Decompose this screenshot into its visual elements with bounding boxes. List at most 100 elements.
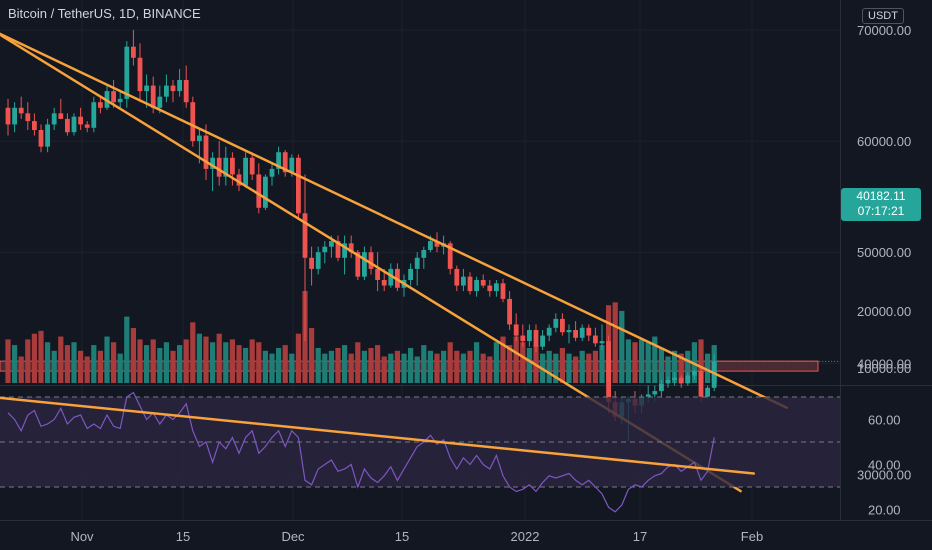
volume-bar-12: [84, 356, 90, 383]
candle-42: [282, 149, 288, 177]
volume-bar-87: [579, 350, 585, 383]
candle-101: [672, 372, 677, 386]
candle-body-77: [513, 324, 519, 336]
candle-38: [256, 163, 262, 214]
candle-body-88: [586, 327, 592, 336]
candle-0: [5, 98, 11, 136]
volume-bar-28: [190, 322, 196, 383]
currency-label[interactable]: USDT: [862, 8, 904, 24]
candle-26: [177, 68, 182, 97]
candle-body-34: [230, 157, 235, 175]
time-tick-1: 15: [176, 529, 190, 544]
time-tick-4: 2022: [511, 529, 540, 544]
candle-body-45: [302, 213, 308, 258]
volume-bar-66: [441, 350, 447, 383]
volume-bar-34: [229, 339, 235, 383]
volume-bar-16: [111, 342, 117, 383]
candle-body-33: [223, 157, 229, 177]
volume-bar-82: [546, 350, 552, 383]
candle-body-46: [309, 257, 314, 269]
volume-bar-85: [566, 353, 572, 383]
last-price-value: 40182.11: [856, 189, 906, 203]
candle-6: [45, 118, 50, 153]
candle-55: [368, 246, 374, 275]
candle-77: [513, 313, 519, 342]
candle-body-100: [665, 379, 671, 384]
volume-bar-50: [335, 347, 341, 383]
candle-body-81: [540, 335, 545, 347]
candle-body-86: [573, 329, 578, 338]
candle-body-82: [546, 327, 552, 336]
volume-bar-71: [474, 342, 480, 383]
rsi-tick-2: 20.00: [868, 503, 901, 518]
volume-bar-26: [177, 345, 183, 383]
volume-bar-0: [5, 339, 11, 383]
volume-bar-98: [652, 336, 658, 383]
candle-body-47: [315, 252, 321, 269]
candle-body-84: [560, 318, 565, 333]
volume-bar-54: [361, 350, 367, 383]
volume-bar-101: [672, 350, 678, 383]
candle-37: [249, 152, 255, 180]
volume-bar-37: [249, 339, 255, 383]
volume-bar-6: [45, 342, 51, 383]
candle-body-65: [434, 241, 440, 247]
candle-body-51: [342, 243, 347, 258]
volume-bar-100: [665, 356, 671, 383]
volume-bar-48: [322, 353, 328, 383]
candle-73: [487, 279, 493, 297]
candle-body-1: [12, 107, 17, 125]
candle-74: [494, 279, 499, 297]
volume-bar-8: [58, 336, 64, 383]
candle-body-32: [216, 157, 222, 177]
candle-48: [322, 241, 328, 264]
candle-body-64: [428, 241, 433, 250]
volume-bar-33: [223, 342, 229, 383]
volume-bar-17: [117, 353, 123, 383]
candle-body-37: [249, 157, 255, 175]
candle-body-43: [289, 157, 295, 173]
volume-tick-1: 10000.00: [857, 361, 911, 376]
volume-bar-40: [269, 353, 275, 383]
candle-106: [705, 385, 710, 399]
candle-7: [51, 107, 57, 130]
candle-51: [342, 235, 347, 275]
volume-bar-29: [196, 333, 202, 383]
candle-body-42: [282, 152, 288, 173]
candle-85: [566, 324, 572, 344]
candle-72: [480, 274, 486, 288]
candle-47: [315, 246, 321, 275]
volume-bar-97: [645, 342, 651, 383]
candle-8: [58, 98, 64, 119]
volume-bar-42: [282, 345, 288, 383]
volume-bar-83: [553, 353, 559, 383]
candle-86: [573, 321, 578, 342]
candle-15: [104, 85, 110, 110]
candle-body-20: [137, 57, 143, 92]
candle-body-18: [124, 46, 130, 99]
volume-bar-70: [467, 350, 473, 383]
volume-bar-105: [698, 339, 704, 383]
volume-tick-0: 20000.00: [857, 304, 911, 319]
candle-body-80: [533, 329, 539, 347]
volume-bar-63: [421, 345, 427, 383]
candle-90: [599, 324, 605, 350]
candle-62: [414, 252, 420, 286]
candle-20: [137, 43, 143, 103]
rsi-line: [7, 391, 715, 513]
candle-31: [210, 152, 215, 192]
volume-bar-64: [427, 350, 433, 383]
volume-bar-2: [18, 356, 24, 383]
price-tick-3: 40000.00: [857, 356, 911, 371]
candle-19: [131, 30, 136, 66]
volume-bar-52: [348, 353, 354, 383]
volume-bar-10: [71, 342, 77, 383]
candle-body-7: [51, 113, 57, 125]
candle-body-28: [190, 102, 196, 142]
volume-bar-95: [632, 342, 638, 383]
candle-body-19: [131, 46, 136, 58]
candle-body-79: [527, 329, 532, 342]
candle-body-83: [553, 318, 559, 328]
candle-body-24: [164, 85, 169, 97]
